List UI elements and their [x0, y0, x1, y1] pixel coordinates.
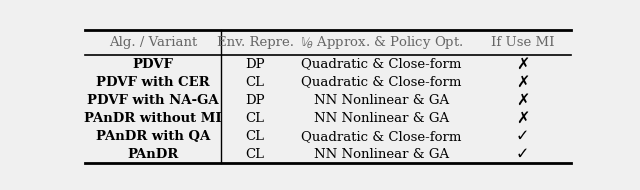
Text: PDVF: PDVF	[132, 58, 173, 70]
Text: ✓: ✓	[516, 147, 529, 162]
Text: ✗: ✗	[516, 111, 529, 126]
Text: $\mathbb{V}_{\theta}$ Approx. & Policy Opt.: $\mathbb{V}_{\theta}$ Approx. & Policy O…	[300, 34, 463, 51]
Text: Quadratic & Close-form: Quadratic & Close-form	[301, 58, 461, 70]
Text: If Use MI: If Use MI	[491, 36, 554, 49]
Text: PDVF with CER: PDVF with CER	[96, 76, 210, 89]
Text: ✗: ✗	[516, 93, 529, 108]
Text: PDVF with NA-GA: PDVF with NA-GA	[87, 94, 219, 107]
Text: PAnDR with QA: PAnDR with QA	[96, 130, 210, 143]
Text: PAnDR without MI: PAnDR without MI	[84, 112, 222, 125]
Text: Alg. / Variant: Alg. / Variant	[109, 36, 197, 49]
Text: ✗: ✗	[516, 56, 529, 71]
Text: CL: CL	[246, 112, 264, 125]
Text: DP: DP	[245, 58, 265, 70]
Text: CL: CL	[246, 76, 264, 89]
Text: NN Nonlinear & GA: NN Nonlinear & GA	[314, 94, 449, 107]
Text: CL: CL	[246, 148, 264, 161]
Text: Env. Repre.: Env. Repre.	[216, 36, 294, 49]
Text: Quadratic & Close-form: Quadratic & Close-form	[301, 130, 461, 143]
Text: DP: DP	[245, 94, 265, 107]
Text: CL: CL	[246, 130, 264, 143]
Text: ✗: ✗	[516, 74, 529, 89]
Text: NN Nonlinear & GA: NN Nonlinear & GA	[314, 112, 449, 125]
Text: ✓: ✓	[516, 129, 529, 144]
Text: NN Nonlinear & GA: NN Nonlinear & GA	[314, 148, 449, 161]
Text: PAnDR: PAnDR	[127, 148, 179, 161]
Text: Quadratic & Close-form: Quadratic & Close-form	[301, 76, 461, 89]
